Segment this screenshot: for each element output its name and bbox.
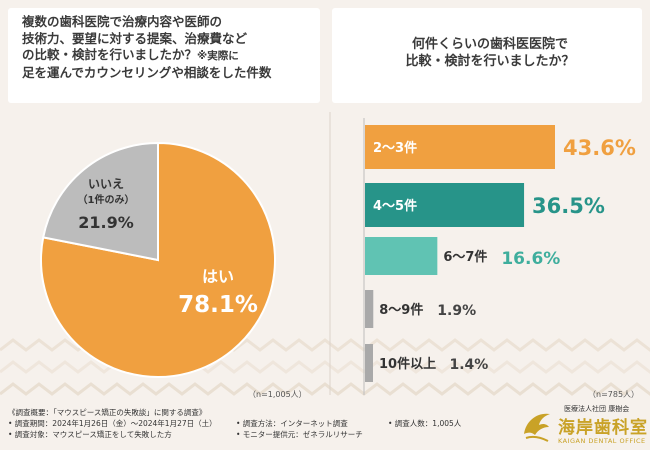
left-sample-size: （n=1,005人） [248,390,307,399]
bar-label-3: 6〜7件 [443,249,487,265]
bar-label-5: 10件以上 [379,356,436,372]
right-question-title: 何件くらいの歯科医医院で 比較・検討を行いましたか？ [345,36,635,70]
pie-value-no: 21.9% [78,213,134,232]
bar-value-1: 43.6% [563,136,636,160]
bar-value-4: 1.9% [437,303,476,319]
clinic-logo: 医療法人社団 康樹会 海岸歯科室 KAIGAN DENTAL OFFICE [518,404,647,448]
clinic-name-english: KAIGAN DENTAL OFFICE [558,437,646,445]
bar-label-2: 4〜5件 [373,198,417,214]
bar-value-5: 1.4% [450,357,489,373]
left-question-title: 複数の歯科医院で治療内容や医師の 技術力、要望に対する提案、治療費など の比較・… [22,14,312,81]
right-sample-size: （n=785人） [588,390,640,399]
zigzag-line [0,382,650,396]
left-question-line3: の比較・検討を行いましたか？※実際に [22,47,312,65]
bar-5 [365,344,373,382]
pie-label-yes: はい [202,267,234,286]
survey-target: • 調査対象：マウスピース矯正をして失敗した方 [8,430,172,439]
pie-value-yes: 78.1% [178,292,258,318]
bar-2 [365,183,525,227]
pie-slice-no [42,141,159,262]
left-question-line4: 足を運んでカウンセリングや相談をした件数 [22,64,272,80]
right-question-line1: 何件くらいの歯科医医院で [411,37,568,52]
left-question-line1: 複数の歯科医院で治療内容や医師の [22,14,223,29]
right-question-box [332,8,642,103]
clinic-name: 海岸歯科室 [558,418,648,438]
pie-label-no: いいえ [88,177,124,191]
dolphin-icon [524,413,550,442]
left-question-line2: 技術力、要望に対する提案、治療費など [22,30,248,46]
bar-1 [365,125,555,169]
pie-sublabel-no: （1件のみ） [78,193,135,206]
survey-period: • 調査期間：2024年1月26日（金）〜2024年1月27日（土） [8,419,217,428]
left-question-line3-text: の比較・検討を行いましたか？ [22,47,198,62]
bar-value-3: 16.6% [501,249,560,269]
bar-4 [365,290,374,328]
pie-chart: はい 78.1% いいえ （1件のみ） 21.9% [40,141,276,378]
bar-label-1: 2〜3件 [373,140,417,156]
bar-label-4: 8〜9件 [379,302,423,318]
bar-chart: 2〜3件 43.6% 4〜5件 36.5% 6〜7件 16.6% 8〜9件 1.9% 10件以上… [365,125,636,382]
bar-3 [365,237,438,275]
clinic-corporation: 医療法人社団 康樹会 [564,405,630,413]
right-question-line2: 比較・検討を行いましたか？ [405,54,575,69]
bar-value-2: 36.5% [532,194,605,218]
left-question-note: ※実際に [197,50,239,62]
survey-summary: 《調査概要：「マウスピース矯正の失敗談」に関する調査》 [8,408,207,417]
survey-provider: • モニター提供元：ゼネラルリサーチ [236,430,363,439]
survey-count: • 調査人数：1,005人 [388,419,462,428]
left-question-box [8,8,320,103]
survey-method: • 調査方法：インターネット調査 [236,419,348,428]
